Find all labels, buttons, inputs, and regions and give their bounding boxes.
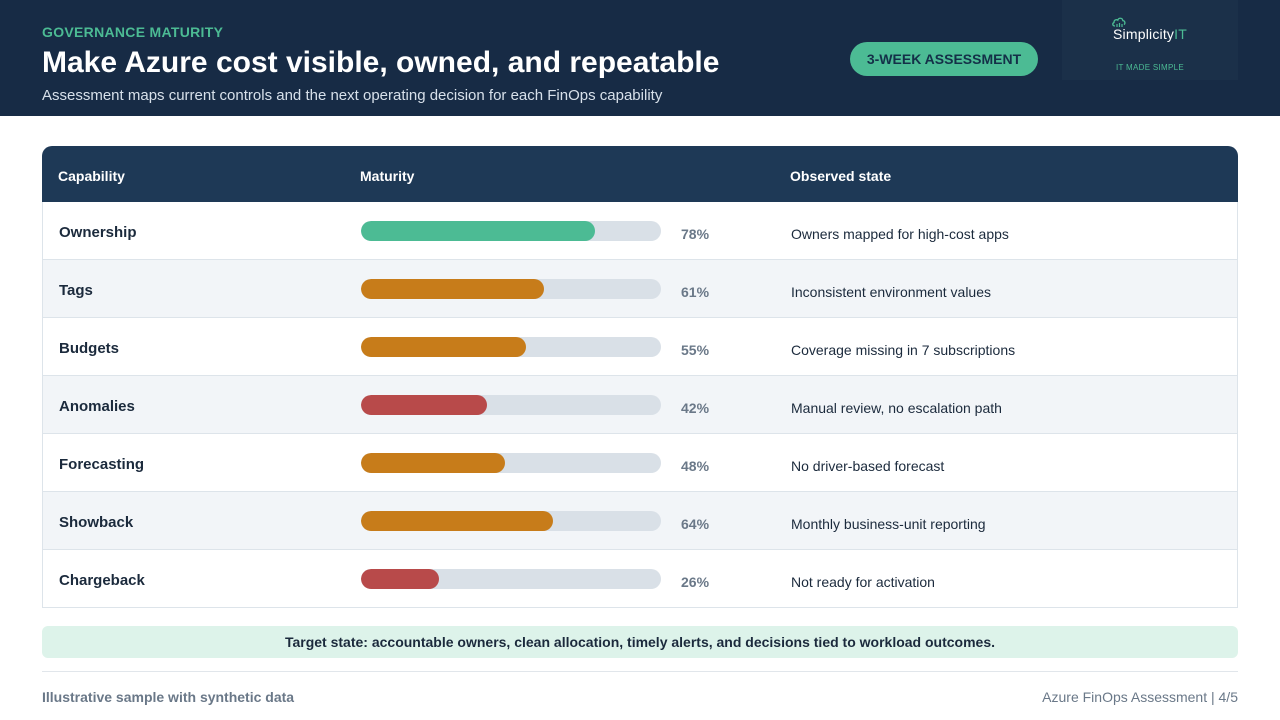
footer-disclaimer: Illustrative sample with synthetic data [42, 689, 295, 705]
capability-name: Anomalies [59, 398, 135, 415]
maturity-bar-track [361, 337, 661, 357]
page-title: Make Azure cost visible, owned, and repe… [42, 46, 720, 79]
observed-state: Inconsistent environment values [791, 284, 991, 300]
table-header: Capability Maturity Observed state [42, 146, 1238, 202]
column-header-capability: Capability [58, 168, 125, 184]
maturity-bar-fill [361, 511, 553, 531]
table-row: Ownership 78% Owners mapped for high-cost … [42, 202, 1238, 260]
eyebrow: GOVERNANCE MATURITY [42, 24, 224, 40]
table-row: Anomalies 42% Manual review, no escalation… [42, 376, 1238, 434]
table-row: Forecasting 48% No driver-based forecast [42, 434, 1238, 492]
observed-state: Coverage missing in 7 subscriptions [791, 342, 1016, 358]
column-header-maturity: Maturity [360, 168, 415, 184]
maturity-bar-track [361, 395, 661, 415]
observed-state: Manual review, no escalation path [791, 400, 1002, 416]
observed-state: No driver-based forecast [791, 458, 945, 474]
maturity-percent: 64% [681, 516, 710, 532]
column-header-observed-state: Observed state [790, 168, 892, 184]
maturity-percent: 78% [681, 226, 710, 242]
maturity-bar-track [361, 569, 661, 589]
footer-divider [42, 671, 1238, 672]
capability-name: Tags [59, 282, 93, 299]
maturity-bar-track [361, 221, 661, 241]
capability-name: Showback [59, 514, 134, 531]
maturity-bar-fill [361, 279, 544, 299]
cloud-logo-icon [1112, 17, 1126, 27]
maturity-percent: 61% [681, 284, 710, 300]
maturity-bar-fill [361, 453, 505, 473]
maturity-bar-fill [361, 221, 595, 241]
maturity-bar-track [361, 511, 661, 531]
header: GOVERNANCE MATURITY Make Azure cost visi… [0, 0, 1280, 116]
logo: SimplicityIT IT MADE SIMPLE [1062, 0, 1238, 80]
table-row: Chargeback 26% Not ready for activation [42, 550, 1238, 608]
logo-wordmark: SimplicityIT [1113, 26, 1187, 42]
page-subtitle: Assessment maps current controls and the… [42, 87, 663, 104]
maturity-percent: 26% [681, 574, 710, 590]
table-body: Ownership 78% Owners mapped for high-cost … [42, 202, 1238, 608]
capability-name: Budgets [59, 340, 119, 357]
maturity-table: Capability Maturity Observed state Owner… [42, 146, 1238, 608]
observed-state: Monthly business-unit reporting [791, 516, 986, 532]
maturity-percent: 55% [681, 342, 710, 358]
logo-tagline: IT MADE SIMPLE [1115, 63, 1185, 72]
maturity-bar-track [361, 453, 661, 473]
assessment-badge: 3-WEEK ASSESSMENT [850, 42, 1038, 76]
capability-name: Ownership [59, 224, 137, 241]
table-row: Tags 61% Inconsistent environment values [42, 260, 1238, 318]
target-state-callout: Target state: accountable owners, clean … [42, 626, 1238, 658]
footer-page-info: Azure FinOps Assessment | 4/5 [1042, 689, 1238, 705]
maturity-bar-fill [361, 395, 487, 415]
maturity-bar-fill [361, 337, 526, 357]
table-row: Budgets 55% Coverage missing in 7 subscrip… [42, 318, 1238, 376]
maturity-percent: 42% [681, 400, 710, 416]
table-row: Showback 64% Monthly business-unit reporti… [42, 492, 1238, 550]
capability-name: Chargeback [59, 572, 145, 589]
observed-state: Not ready for activation [791, 574, 935, 590]
capability-name: Forecasting [59, 456, 145, 473]
maturity-bar-track [361, 279, 661, 299]
maturity-percent: 48% [681, 458, 710, 474]
observed-state: Owners mapped for high-cost apps [791, 226, 1009, 242]
maturity-bar-fill [361, 569, 439, 589]
